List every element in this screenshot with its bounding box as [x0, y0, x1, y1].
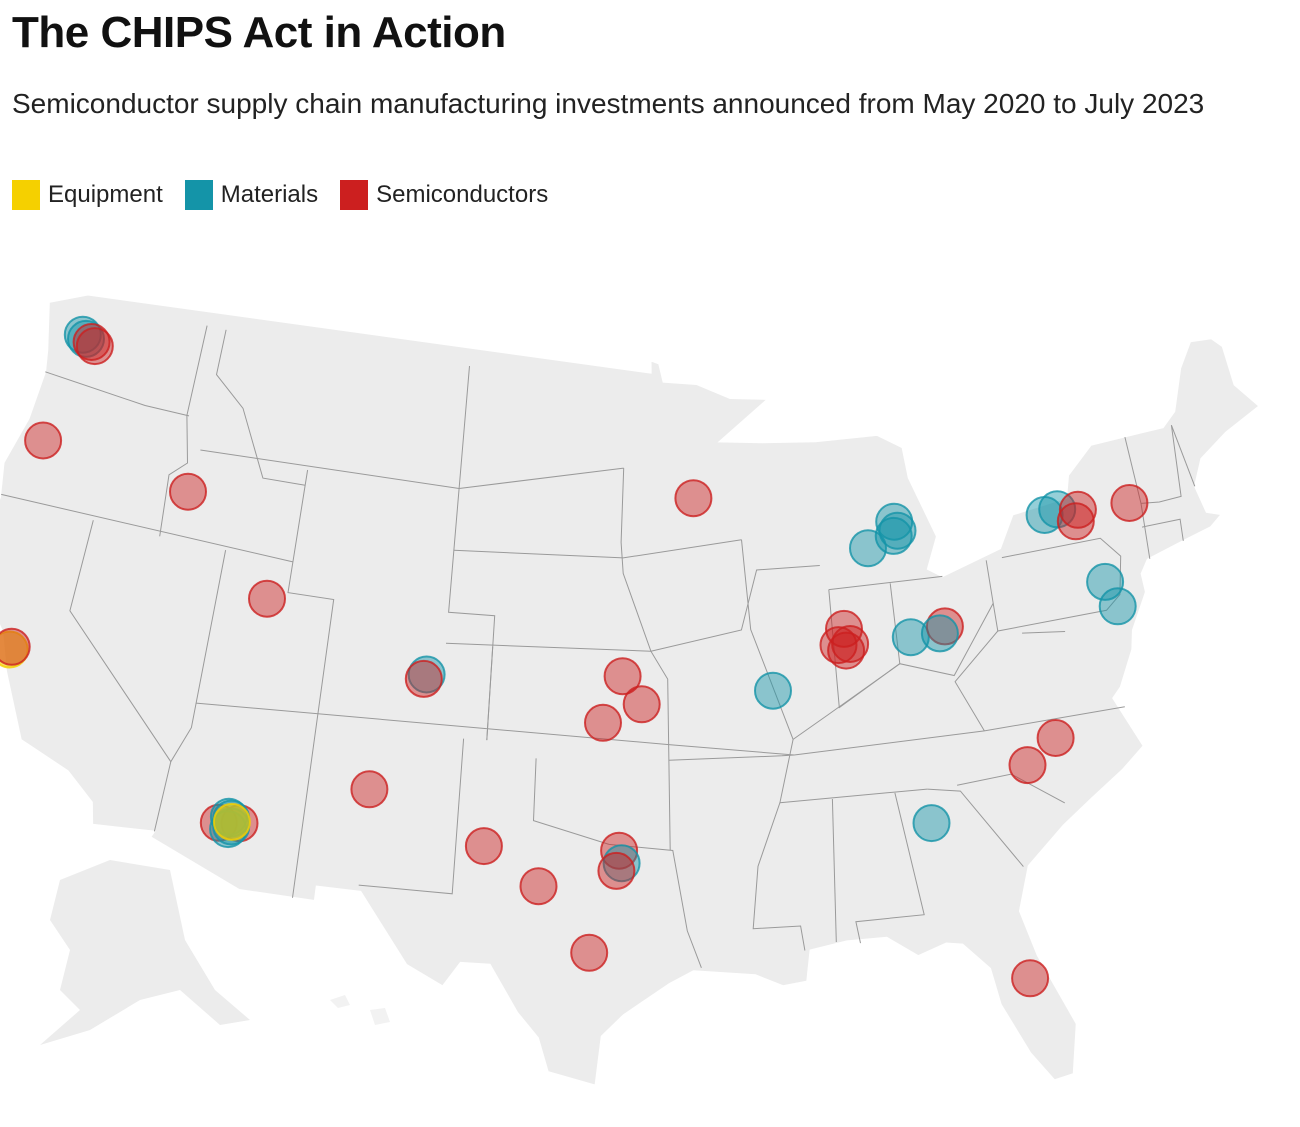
marker-materials[interactable]: [1038, 490, 1077, 529]
state-boundary-line: [159, 325, 208, 537]
legend-materials: Materials: [184, 180, 319, 210]
semiconductors-swatch: [340, 180, 369, 210]
legend: Equipment Materials Semiconductors: [12, 180, 548, 210]
marker-semiconductors[interactable]: [925, 607, 964, 646]
marker-semiconductors[interactable]: [1058, 490, 1097, 529]
state-boundary-line: [453, 539, 742, 559]
state-boundary-line: [1124, 436, 1142, 504]
state-boundary-line: [1141, 518, 1184, 541]
state-boundary-line: [954, 630, 999, 732]
state-boundary-line: [1, 493, 294, 563]
marker-semiconductors[interactable]: [819, 626, 858, 665]
marker-semiconductors[interactable]: [1110, 484, 1149, 522]
marker-semiconductors[interactable]: [827, 631, 866, 670]
state-boundary-line: [741, 539, 806, 951]
investment-markers: [0, 315, 1149, 998]
legend-label: Equipment: [48, 181, 163, 208]
hawaii-shape: [330, 995, 390, 1025]
legend-semiconductors: Semiconductors: [340, 180, 548, 210]
marker-semiconductors[interactable]: [404, 659, 443, 698]
marker-equipment[interactable]: [212, 802, 251, 841]
materials-swatch: [184, 180, 213, 210]
marker-semiconductors[interactable]: [75, 327, 114, 366]
state-boundary-line: [69, 520, 172, 762]
marker-semiconductors[interactable]: [169, 472, 207, 511]
marker-semiconductors[interactable]: [674, 479, 713, 518]
state-boundary-line: [45, 371, 190, 417]
state-boundary-line: [445, 565, 820, 652]
marker-semiconductors[interactable]: [248, 579, 286, 618]
marker-materials[interactable]: [849, 529, 887, 568]
legend-equipment: Equipment: [12, 180, 163, 210]
state-boundary-line: [1170, 425, 1196, 487]
state-boundaries: [1, 325, 1196, 968]
marker-materials[interactable]: [920, 614, 959, 653]
state-boundary-line: [287, 469, 335, 898]
equipment-swatch: [12, 180, 40, 210]
legend-label: Semiconductors: [376, 181, 549, 208]
marker-semiconductors[interactable]: [24, 421, 63, 460]
marker-semiconductors[interactable]: [350, 770, 389, 809]
alaska-shape: [40, 860, 250, 1045]
state-boundary-line: [1140, 425, 1182, 559]
marker-materials[interactable]: [754, 671, 792, 710]
state-boundary-line: [486, 646, 494, 741]
state-boundary-line: [828, 575, 943, 591]
state-boundary-line: [200, 449, 624, 490]
marker-semiconductors[interactable]: [1008, 746, 1047, 785]
marker-materials[interactable]: [1098, 587, 1137, 626]
marker-semiconductors[interactable]: [464, 827, 503, 866]
marker-semiconductors[interactable]: [0, 627, 31, 666]
state-boundary-line: [927, 788, 1024, 867]
marker-equipment[interactable]: [0, 630, 29, 669]
marker-semiconductors[interactable]: [831, 625, 870, 663]
marker-semiconductors[interactable]: [1056, 502, 1095, 541]
marker-semiconductors[interactable]: [1036, 719, 1075, 757]
state-boundary-line: [358, 738, 465, 895]
marker-semiconductors[interactable]: [1011, 959, 1050, 998]
marker-materials[interactable]: [874, 516, 913, 555]
marker-semiconductors[interactable]: [584, 703, 622, 742]
state-boundary-line: [668, 706, 1125, 761]
state-boundary-line: [215, 329, 306, 486]
marker-semiconductors[interactable]: [622, 685, 661, 724]
marker-materials[interactable]: [912, 804, 951, 843]
state-boundary-line: [532, 758, 702, 968]
marker-semiconductors[interactable]: [600, 831, 639, 870]
subtitle: Semiconductor supply chain manufacturing…: [12, 88, 1205, 119]
state-boundary-line: [779, 788, 928, 804]
marker-materials[interactable]: [878, 511, 917, 550]
marker-materials[interactable]: [891, 618, 930, 657]
state-boundary-line: [1022, 631, 1066, 634]
state-boundary-line: [620, 468, 671, 851]
marker-semiconductors[interactable]: [570, 933, 609, 972]
legend-label: Materials: [220, 181, 319, 208]
state-boundary-line: [828, 560, 994, 709]
marker-semiconductors[interactable]: [603, 657, 642, 696]
state-boundary-line: [153, 550, 227, 832]
page-title: The CHIPS Act in Action: [12, 8, 506, 57]
marker-semiconductors[interactable]: [597, 851, 636, 890]
state-boundary-line: [831, 798, 837, 943]
state-boundary-line: [792, 663, 901, 740]
marker-semiconductors[interactable]: [519, 867, 558, 906]
marker-materials[interactable]: [1086, 562, 1125, 601]
state-boundary-line: [855, 792, 925, 944]
